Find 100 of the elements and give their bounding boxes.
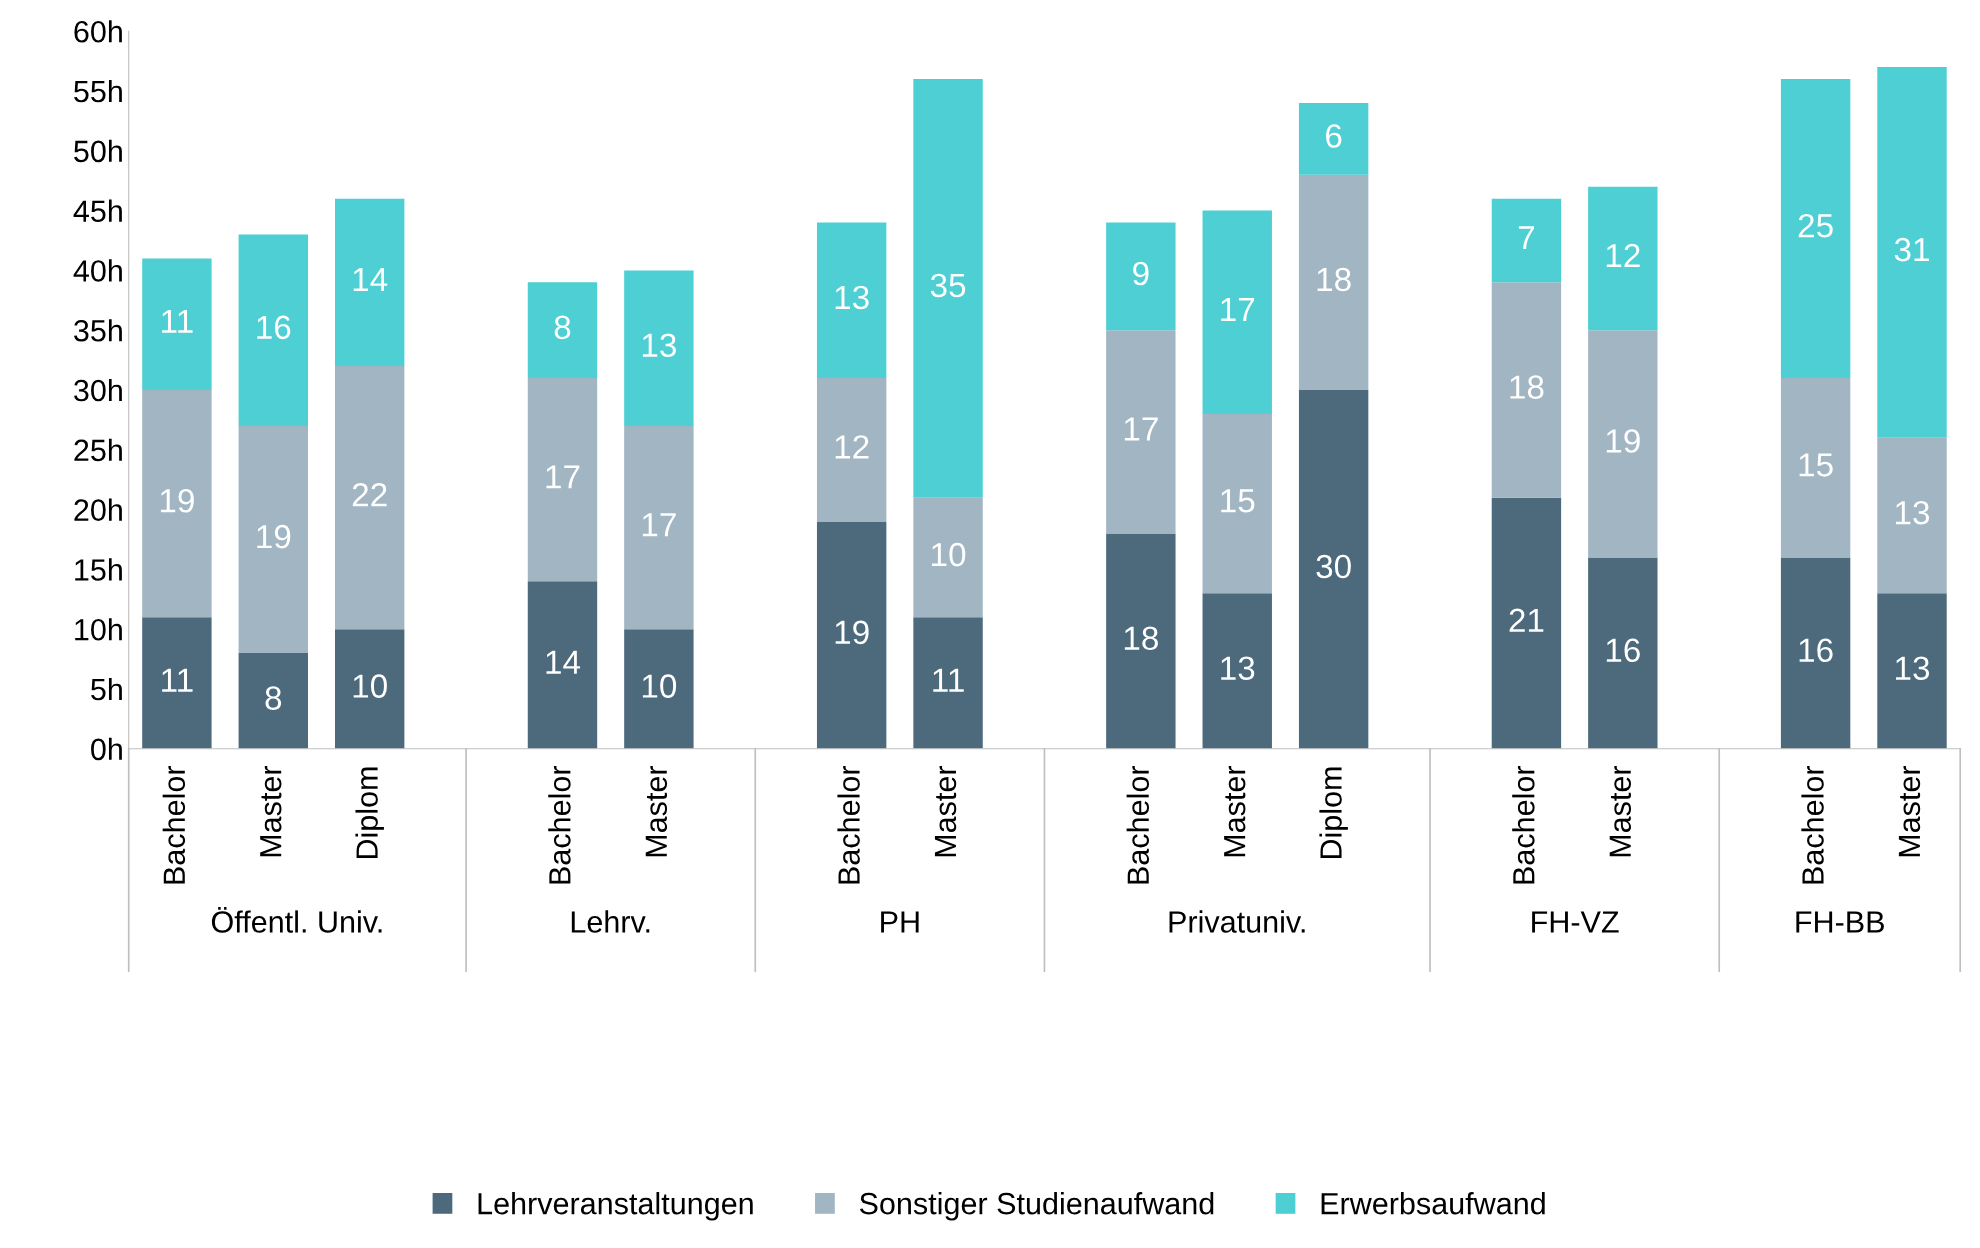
data-label: 11: [933, 668, 964, 692]
data-label: 30: [1316, 554, 1351, 579]
data-label: 21: [1509, 608, 1544, 632]
data-label: 13: [835, 285, 869, 310]
x-tick-label: Bachelor: [1512, 765, 1535, 884]
x-tick-label: Master: [260, 765, 282, 857]
data-label: 19: [257, 524, 291, 549]
data-label: 17: [546, 465, 580, 489]
text: FH-VZ: [1532, 911, 1619, 933]
x-tick-label: Diplom: [355, 767, 384, 859]
text: Lehrv.: [571, 910, 650, 933]
bar: [142, 258, 212, 390]
y-tick-label: 25h: [74, 438, 122, 462]
data-label: 10: [642, 674, 677, 698]
data-label: 16: [1606, 638, 1640, 663]
data-label: 8: [554, 315, 571, 340]
data-label: 22: [352, 482, 387, 507]
x-tick-label: Bachelor: [162, 765, 186, 884]
legend-label: Erwerbsaufwand: [1321, 1192, 1545, 1215]
bar: [334, 366, 405, 630]
bar: [142, 617, 212, 749]
data-label: 6: [1326, 124, 1342, 148]
legend-label: Sonstiger Studienaufwand: [859, 1192, 1214, 1221]
x-tick-label: Master: [645, 765, 668, 857]
bar: [334, 629, 405, 749]
bar: [238, 234, 308, 426]
bar: [624, 270, 694, 426]
bar: [1202, 593, 1272, 749]
data-label: 13: [1896, 500, 1930, 525]
data-label: 17: [642, 513, 676, 537]
data-label: 16: [257, 315, 291, 340]
bar: [1877, 437, 1947, 594]
bar: [1106, 533, 1176, 749]
x-tick-label: Master: [934, 765, 957, 857]
bar: [238, 425, 308, 654]
data-label: 17: [1124, 417, 1158, 441]
data-label: 15: [1799, 453, 1833, 477]
data-label: 18: [1510, 375, 1544, 399]
data-label: 11: [162, 309, 193, 333]
bar: [1491, 282, 1562, 498]
y-tick-label: 40h: [73, 259, 122, 282]
y-tick-label: 50h: [74, 139, 122, 163]
x-tick-label: Bachelor: [548, 765, 571, 884]
x-tick-label: Bachelor: [1126, 765, 1150, 884]
text: PH: [881, 911, 919, 933]
x-tick-label: Bachelor: [1801, 765, 1824, 884]
x-tick-label: Bachelor: [837, 765, 860, 884]
bar: [1588, 557, 1658, 749]
data-label: 18: [1317, 267, 1351, 292]
data-label: 19: [1606, 429, 1640, 453]
bar: [913, 79, 983, 498]
data-label: 19: [160, 488, 194, 513]
data-label: 18: [1124, 626, 1158, 651]
data-label: 12: [835, 435, 869, 459]
data-label: 14: [353, 268, 388, 291]
data-label: 10: [353, 674, 387, 698]
bar: [1588, 330, 1658, 558]
x-tick-label: Diplom: [1319, 767, 1348, 859]
data-label: 8: [265, 686, 282, 710]
y-tick-label: 55h: [74, 79, 122, 103]
y-tick-label: 30h: [74, 378, 122, 402]
bar: [1298, 390, 1369, 749]
x-tick-label: Master: [1898, 765, 1921, 857]
bar: [1491, 198, 1562, 283]
bar: [527, 282, 598, 379]
data-label: 13: [1221, 656, 1255, 681]
bar: [1491, 497, 1562, 749]
bar: [527, 378, 598, 582]
bar: [1780, 79, 1851, 379]
bar: [1106, 330, 1176, 534]
bar: [816, 378, 887, 522]
data-label: 13: [1896, 656, 1930, 681]
bar: [1877, 593, 1947, 749]
bar: [816, 521, 887, 749]
bar: [1298, 174, 1369, 390]
text: FH-BB: [1796, 911, 1884, 933]
y-tick-label: 0h: [91, 737, 122, 761]
text: Öffentl. Univ.: [211, 906, 382, 933]
y-tick-label: 45h: [73, 199, 122, 222]
bar: [142, 390, 212, 618]
bar: [913, 617, 983, 749]
data-label: 16: [1799, 638, 1833, 663]
y-tick-label: 60h: [74, 20, 122, 43]
data-label: 9: [1133, 261, 1149, 286]
data-label: 11: [162, 668, 193, 692]
bar: [1780, 557, 1851, 749]
bar: [1298, 102, 1369, 175]
y-tick-label: 10h: [75, 618, 122, 641]
text: Privatuniv.: [1169, 910, 1305, 933]
y-tick-label: 15h: [75, 558, 122, 581]
data-label: 35: [930, 273, 966, 298]
x-tick-label: Master: [1609, 765, 1632, 857]
bar: [1202, 210, 1272, 414]
legend-label: Lehrveranstaltungen: [478, 1192, 753, 1221]
x-tick-label: Master: [1224, 765, 1246, 857]
bar: [1588, 186, 1658, 331]
data-label: 10: [932, 542, 966, 567]
bar: [527, 581, 598, 749]
data-label: 19: [835, 620, 869, 645]
bar: [238, 653, 308, 749]
